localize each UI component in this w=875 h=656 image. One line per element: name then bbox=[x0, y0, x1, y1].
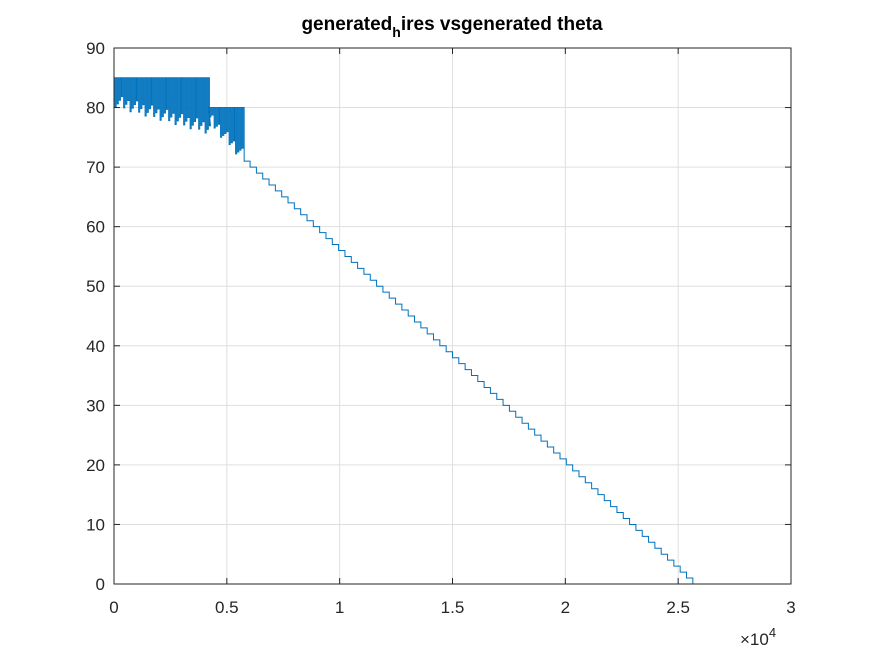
x-tick-label: 1.5 bbox=[441, 598, 465, 617]
title-subscript: h bbox=[392, 24, 401, 40]
series-line bbox=[114, 77, 694, 584]
x-exponent-power: 4 bbox=[769, 625, 776, 640]
x-tick-label: 2 bbox=[561, 598, 570, 617]
y-tick-label: 90 bbox=[86, 39, 105, 58]
x-axis-exponent: ×104 bbox=[740, 625, 776, 649]
y-tick-label: 10 bbox=[86, 515, 105, 534]
data-series bbox=[114, 77, 694, 584]
y-tick-label: 0 bbox=[96, 575, 105, 594]
y-tick-label: 30 bbox=[86, 396, 105, 415]
y-tick-label: 40 bbox=[86, 337, 105, 356]
x-tick-label: 1 bbox=[335, 598, 344, 617]
y-tick-label: 60 bbox=[86, 218, 105, 237]
x-tick-label: 0.5 bbox=[215, 598, 239, 617]
x-tick-label: 2.5 bbox=[666, 598, 690, 617]
x-tick-label: 3 bbox=[786, 598, 795, 617]
x-tick-label: 0 bbox=[109, 598, 118, 617]
y-tick-label: 50 bbox=[86, 277, 105, 296]
grid bbox=[114, 48, 791, 584]
y-tick-label: 20 bbox=[86, 456, 105, 475]
x-exponent-base: ×10 bbox=[740, 630, 769, 649]
title-main: generated bbox=[301, 14, 392, 35]
chart-title: generatedhires vsgenerated theta bbox=[301, 14, 603, 40]
y-tick-label: 70 bbox=[86, 158, 105, 177]
title-rest: ires vsgenerated theta bbox=[401, 14, 603, 35]
y-tick-label: 80 bbox=[86, 99, 105, 118]
